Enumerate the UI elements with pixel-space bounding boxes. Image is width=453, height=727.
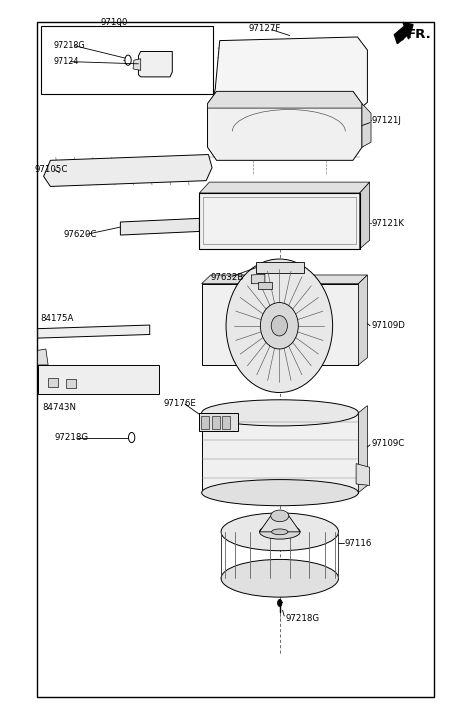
Polygon shape [358, 406, 367, 493]
Ellipse shape [125, 55, 131, 65]
Polygon shape [199, 193, 360, 249]
Bar [212, 416, 220, 429]
Bar [201, 416, 209, 429]
Text: FR.: FR. [407, 28, 432, 41]
Polygon shape [120, 218, 199, 235]
Polygon shape [358, 275, 367, 365]
Ellipse shape [278, 599, 282, 606]
Bar [66, 379, 76, 388]
Ellipse shape [202, 480, 358, 506]
Polygon shape [38, 325, 150, 338]
Polygon shape [207, 92, 362, 161]
Polygon shape [202, 284, 358, 365]
Text: 97109C: 97109C [371, 439, 404, 448]
Text: 97176E: 97176E [163, 399, 196, 408]
Text: 97105C: 97105C [34, 164, 68, 174]
Text: 97218G: 97218G [285, 614, 319, 624]
Polygon shape [360, 182, 370, 249]
Polygon shape [199, 182, 370, 193]
Ellipse shape [271, 510, 289, 522]
Polygon shape [260, 516, 300, 532]
Text: 97109D: 97109D [371, 321, 405, 330]
Polygon shape [213, 37, 367, 111]
Text: 97218G: 97218G [54, 41, 86, 50]
Bar [48, 378, 58, 387]
Text: 97218G: 97218G [55, 433, 89, 442]
Polygon shape [133, 59, 141, 71]
Ellipse shape [221, 513, 338, 551]
Bar [199, 193, 360, 249]
Ellipse shape [221, 559, 338, 597]
Polygon shape [258, 282, 272, 289]
Ellipse shape [226, 259, 333, 393]
Text: 97127F: 97127F [248, 24, 280, 33]
FancyArrow shape [395, 23, 413, 44]
Text: 84175A: 84175A [40, 314, 74, 323]
Bar [222, 416, 230, 429]
Text: 97632B: 97632B [211, 273, 244, 282]
Polygon shape [38, 349, 48, 365]
Text: 97116: 97116 [345, 539, 372, 548]
Polygon shape [202, 275, 367, 284]
Ellipse shape [260, 302, 299, 349]
Polygon shape [207, 92, 362, 108]
Polygon shape [256, 262, 304, 273]
Polygon shape [198, 413, 238, 431]
Bar [203, 197, 356, 244]
Polygon shape [362, 104, 371, 148]
Polygon shape [38, 365, 159, 394]
Bar [41, 26, 213, 94]
Text: 97121K: 97121K [372, 219, 405, 228]
Text: 97620C: 97620C [64, 230, 97, 239]
Ellipse shape [271, 316, 288, 336]
Ellipse shape [129, 433, 135, 443]
Ellipse shape [272, 529, 288, 535]
Bar [37, 23, 434, 697]
Polygon shape [251, 274, 265, 284]
Text: 84743N: 84743N [42, 403, 76, 411]
Text: 97100: 97100 [100, 18, 127, 27]
Ellipse shape [260, 525, 300, 539]
Polygon shape [43, 155, 212, 186]
Polygon shape [202, 413, 358, 493]
Text: 97121J: 97121J [371, 116, 401, 125]
Polygon shape [356, 464, 370, 486]
Text: 97124: 97124 [54, 57, 79, 66]
Ellipse shape [202, 400, 358, 426]
Polygon shape [139, 52, 172, 77]
